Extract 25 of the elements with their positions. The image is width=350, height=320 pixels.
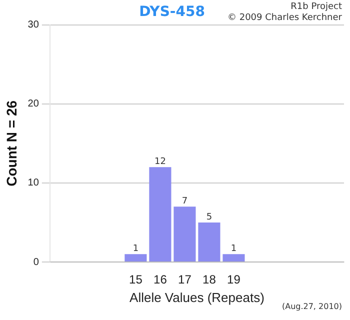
y-tick-label: 0 — [33, 256, 40, 268]
x-tick-label: 16 — [154, 272, 168, 287]
bar — [174, 206, 196, 262]
data-label: 5 — [206, 212, 212, 222]
bar — [124, 254, 147, 262]
data-label: 12 — [154, 157, 166, 168]
bar — [222, 254, 245, 262]
text: © 2009 Charles Kerchner — [227, 13, 342, 23]
data-label: 1 — [132, 244, 139, 254]
text: R1b Project — [290, 2, 342, 12]
chart-title: DYS-458 — [139, 4, 205, 20]
y-tick-label: 30 — [28, 20, 40, 31]
y-axis-title: Count N = 26 — [3, 100, 20, 186]
bar — [149, 167, 172, 262]
x-tick-label: 19 — [227, 272, 241, 287]
data-label: 7 — [182, 196, 188, 207]
text: (Aug.27, 2010) — [282, 302, 342, 311]
x-axis-title: Allele Values (Repeats) — [130, 290, 264, 305]
x-tick-label: 15 — [129, 272, 143, 287]
x-tick-label: 18 — [202, 272, 216, 287]
y-tick-label: 10 — [28, 178, 40, 189]
data-label: 1 — [230, 244, 237, 254]
bar — [198, 222, 220, 262]
x-tick-label: 17 — [178, 272, 192, 287]
y-tick-label: 20 — [28, 98, 40, 110]
